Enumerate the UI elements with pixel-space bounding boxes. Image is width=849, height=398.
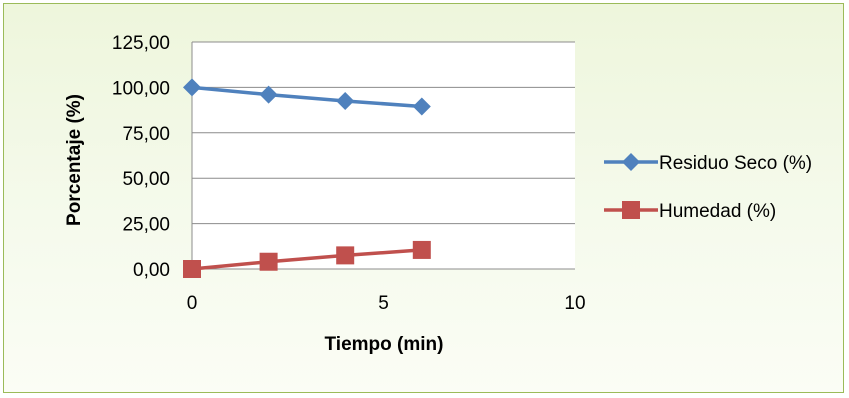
y-axis-title: Porcentaje (%) [64, 94, 85, 226]
series-1 [183, 240, 431, 278]
x-tick-label: 5 [378, 293, 389, 314]
y-tick-label: 75,00 [122, 124, 170, 145]
y-tick-label: 25,00 [122, 215, 170, 236]
data-point [336, 92, 355, 111]
data-point [183, 260, 201, 278]
series-0 [183, 78, 431, 116]
legend: Residuo Seco (%) Humedad (%) [604, 153, 812, 222]
legend-entry-1: Humedad (%) [604, 201, 776, 222]
y-tick-label: 50,00 [122, 169, 170, 190]
data-point [412, 97, 431, 116]
y-tick-label: 100,00 [112, 78, 170, 99]
data-point [412, 240, 431, 259]
grid-lines [192, 41, 575, 225]
y-tick-labels: 0,00 25,00 50,00 75,00 100,00 125,00 [112, 33, 170, 281]
x-tick-label: 0 [187, 293, 198, 314]
x-axis-title: Tiempo (min) [325, 334, 444, 355]
data-point [622, 201, 640, 219]
legend-entry-0: Residuo Seco (%) [604, 153, 812, 174]
data-point [183, 78, 201, 97]
data-point [622, 153, 640, 171]
series-layer [183, 78, 431, 278]
data-point [259, 85, 278, 104]
data-point [259, 252, 278, 271]
plot-background [192, 42, 575, 269]
legend-label: Humedad (%) [659, 201, 776, 222]
x-tick-label: 10 [564, 293, 585, 314]
legend-label: Residuo Seco (%) [659, 153, 812, 174]
y-tick-label: 125,00 [112, 33, 170, 54]
series-line [191, 85, 422, 109]
series-line [191, 248, 422, 271]
x-tick-labels: 0 5 10 [187, 293, 586, 314]
plot-area [191, 41, 575, 270]
data-point [336, 246, 355, 265]
y-tick-label: 0,00 [133, 260, 170, 281]
